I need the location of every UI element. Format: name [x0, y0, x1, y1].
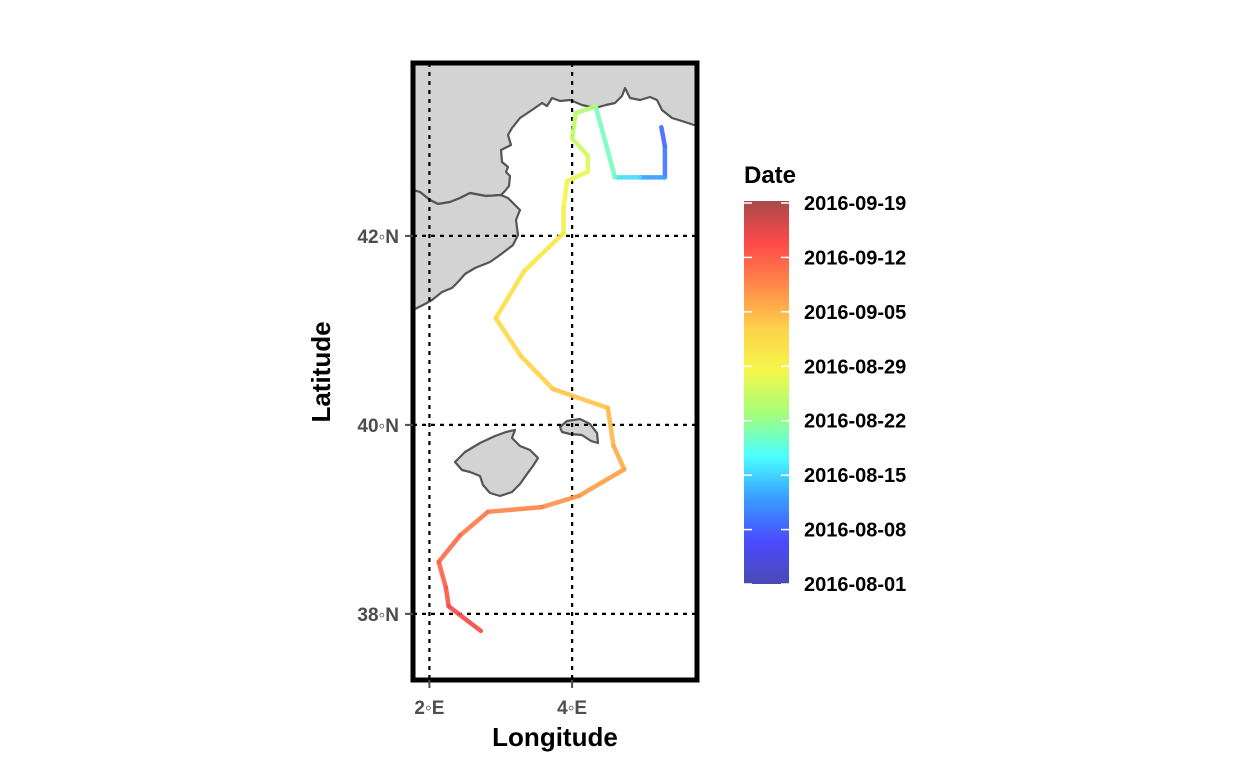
y-tick-label: 42◦N	[357, 227, 399, 248]
track-segment	[569, 136, 591, 158]
track-segment	[436, 559, 449, 590]
track-segment	[518, 353, 556, 392]
track-segment	[436, 533, 463, 565]
track-segment	[577, 467, 627, 499]
track-segment	[659, 125, 668, 149]
legend-label: 2016-09-05	[804, 302, 906, 324]
x-tick-label: 4◦E	[557, 698, 587, 719]
track-segment	[605, 405, 616, 448]
land-iberia	[413, 188, 522, 312]
track-segment	[539, 493, 582, 510]
track-segment	[550, 386, 611, 411]
legend: Date 2016-09-192016-09-122016-09-052016-…	[744, 162, 906, 596]
land-mallorca	[453, 428, 540, 498]
track-segment	[593, 104, 618, 180]
land-layer	[413, 63, 697, 498]
track-segment	[443, 585, 451, 609]
y-axis-title: Latitude	[306, 321, 336, 422]
legend-label: 2016-09-12	[804, 247, 906, 269]
legend-label: 2016-08-15	[804, 465, 906, 487]
legend-label: 2016-08-01	[804, 574, 906, 596]
track-segment	[457, 509, 491, 538]
legend-label: 2016-08-22	[804, 411, 906, 433]
legend-labels: 2016-09-19 2016-09-12 2016-09-05 2016-08-29…	[744, 193, 906, 596]
track-segment	[611, 443, 627, 472]
track-segment	[446, 604, 484, 634]
track-segment	[569, 110, 578, 141]
track-segment	[493, 315, 523, 359]
map-panel[interactable]	[410, 60, 700, 683]
legend-title: Date	[744, 162, 796, 189]
axis-ticks: 2◦E 4◦E 42◦N 40◦N 38◦N	[357, 227, 587, 719]
y-tick-label: 40◦N	[357, 416, 399, 437]
graticule	[413, 63, 697, 680]
legend-colorbar	[744, 201, 789, 584]
legend-label: 2016-08-08	[804, 520, 906, 542]
legend-label: 2016-08-29	[804, 356, 906, 378]
track-segment	[522, 230, 566, 274]
x-tick-label: 2◦E	[414, 698, 444, 719]
map-frame	[410, 60, 700, 683]
track-segment	[573, 104, 598, 116]
track-segment	[485, 504, 545, 515]
x-axis-title: Longitude	[492, 722, 618, 752]
track-segment	[493, 268, 527, 321]
y-tick-label: 38◦N	[357, 605, 399, 626]
track-layer	[436, 104, 668, 634]
track-segment	[561, 178, 570, 210]
track-segment	[564, 169, 591, 184]
legend-label: 2016-09-19	[804, 193, 906, 215]
